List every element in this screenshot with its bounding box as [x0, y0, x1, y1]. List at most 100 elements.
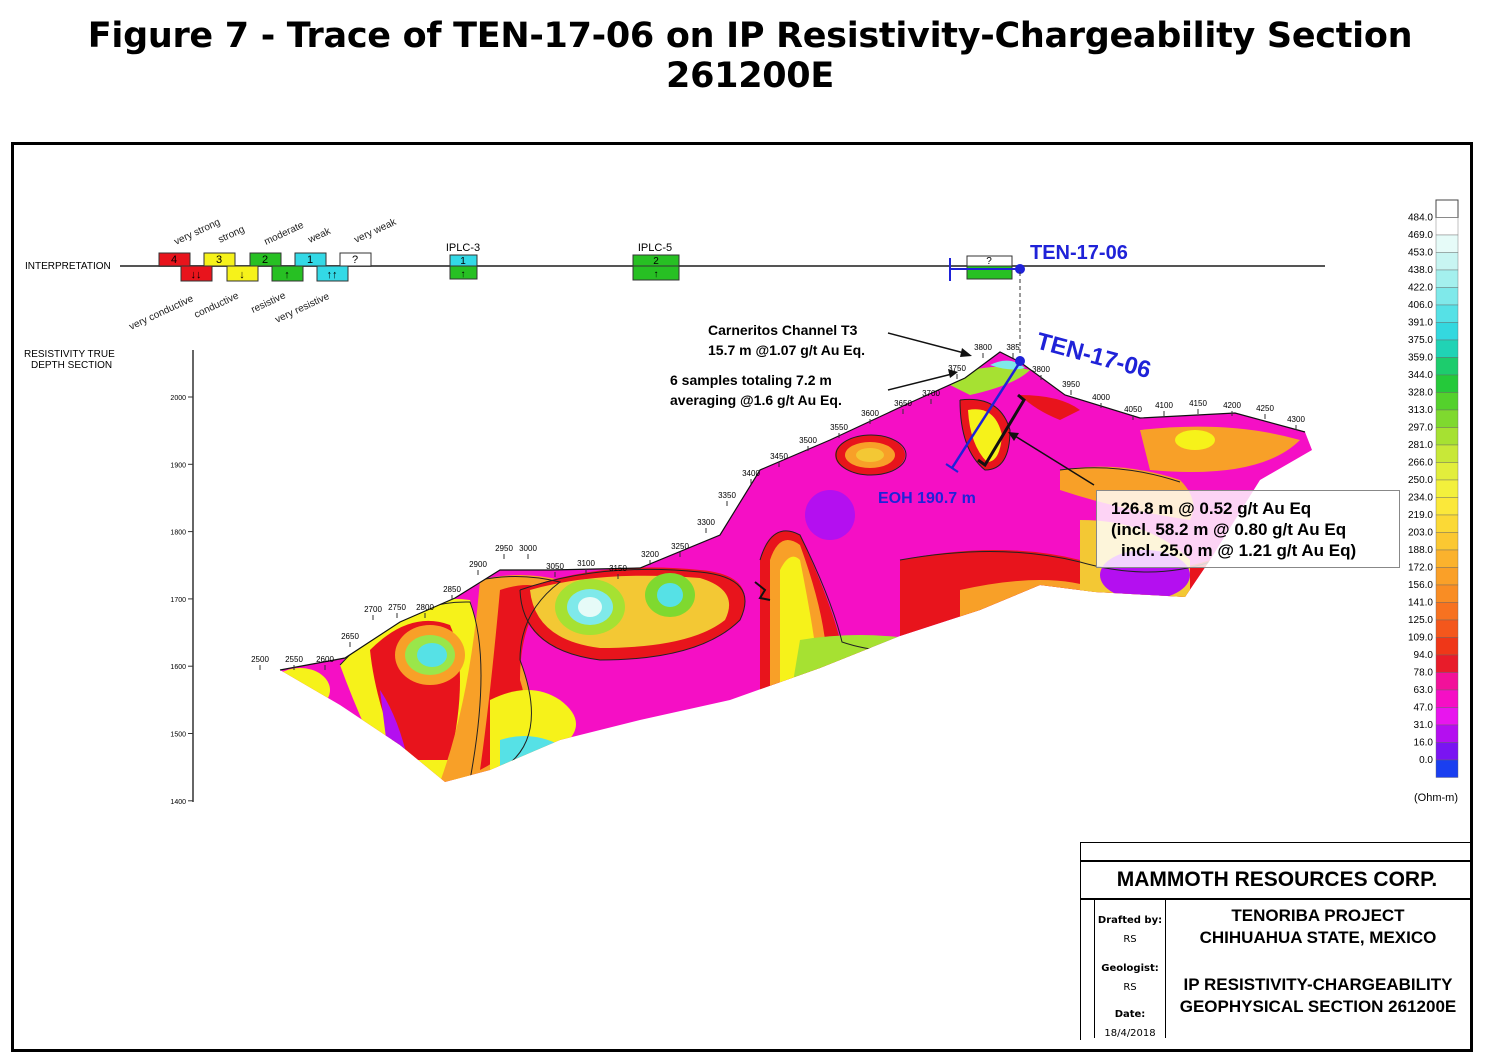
station-label: 2500 — [251, 655, 269, 664]
station-label: 4200 — [1223, 401, 1241, 410]
station-label: 3050 — [546, 562, 564, 571]
legend-num-1: 1 — [307, 254, 313, 266]
color-scale-label: 188.0 — [1408, 545, 1433, 556]
intercept-callout: 126.8 m @ 0.52 g/t Au Eq (incl. 58.2 m @… — [1096, 490, 1400, 568]
station-label: 2750 — [388, 603, 406, 612]
station-label: 2650 — [341, 632, 359, 641]
geologist-label: Geologist: — [1101, 963, 1159, 974]
color-scale-swatch — [1435, 339, 1459, 358]
station-label: 2550 — [285, 655, 303, 664]
iplc-5-label: IPLC-5 — [638, 242, 672, 254]
station-label: 3150 — [609, 564, 627, 573]
color-scale-swatch — [1435, 497, 1459, 516]
unknown-marker: ? — [949, 255, 1020, 281]
color-scale-swatch — [1435, 619, 1459, 638]
station-label: 3000 — [519, 544, 537, 553]
station-label: 3650 — [894, 399, 912, 408]
station-label: 4150 — [1189, 399, 1207, 408]
station-label: 3100 — [577, 559, 595, 568]
color-scale-label: 141.0 — [1408, 598, 1433, 609]
legend-arrow-2: ↑ — [284, 269, 290, 281]
legend-arrow-box-4 — [180, 265, 213, 282]
legend-arrow-box-2 — [271, 265, 304, 282]
color-scale-label: 469.0 — [1408, 230, 1433, 241]
color-scale-label: 391.0 — [1408, 318, 1433, 329]
color-scale-label: 203.0 — [1408, 528, 1433, 539]
color-scale-swatch — [1435, 462, 1459, 481]
legend-arrow-box-1 — [316, 265, 349, 282]
color-scale-swatch — [1435, 287, 1459, 306]
legend-conductive: conductive — [193, 290, 241, 320]
color-scale-label: 63.0 — [1414, 685, 1434, 696]
title-block-left-margin — [1080, 896, 1095, 1040]
color-scale-label: 0.0 — [1419, 755, 1433, 766]
color-scale-swatch — [1435, 654, 1459, 673]
color-scale-swatch — [1435, 707, 1459, 726]
color-scale-label: 438.0 — [1408, 265, 1433, 276]
color-scale-label: 344.0 — [1408, 370, 1433, 381]
geologist-value: RS — [1123, 982, 1137, 993]
color-scale-swatch — [1435, 304, 1459, 323]
station-label: 3750 — [948, 364, 966, 373]
title-block-top — [1080, 842, 1473, 861]
drafted-by-label: Drafted by: — [1097, 915, 1163, 926]
intercept-bracket — [977, 393, 1026, 468]
station-label: 4250 — [1256, 404, 1274, 413]
small-bracket — [754, 581, 771, 601]
intercept-leader — [1014, 435, 1095, 486]
color-scale-label: 359.0 — [1408, 353, 1433, 364]
collar-marker-top — [1015, 264, 1025, 274]
legend-box-1 — [294, 252, 327, 267]
color-scale-swatch — [1435, 742, 1459, 761]
color-scale-label: 297.0 — [1408, 423, 1433, 434]
station-label: 2950 — [495, 544, 513, 553]
legend-num-3: 3 — [216, 254, 222, 266]
legend-arrow-3: ↓ — [239, 269, 245, 281]
legend-very-weak: very weak — [353, 216, 399, 245]
project-line2: CHIHUAHUA STATE, MEXICO — [1199, 928, 1437, 947]
legend-very-strong: very strong — [173, 217, 222, 248]
drill-hole-eoh-tick — [945, 463, 959, 473]
depth-tick-label: 1700 — [170, 597, 186, 604]
station-label: 3800 — [974, 343, 992, 352]
color-scale-swatch — [1435, 234, 1459, 253]
section-line1: IP RESISTIVITY-CHARGEABILITY — [1183, 975, 1453, 994]
title-block-meta: Drafted by: RS Geologist: RS Date: 18/4/… — [1094, 898, 1166, 1039]
station-label: 3250 — [671, 542, 689, 551]
depth-ticks: 2000 1900 1800 1700 1600 1500 1400 — [170, 395, 193, 806]
topography-line — [279, 351, 1306, 671]
unknown-marker-text: ? — [986, 256, 992, 267]
depth-tick-label: 1900 — [170, 462, 186, 469]
color-scale-swatch — [1435, 724, 1459, 743]
depth-tick-label: 1800 — [170, 530, 186, 537]
color-scale-swatch — [1435, 269, 1459, 288]
color-scale-swatch — [1435, 602, 1459, 621]
iplc-5-num: 2 — [653, 256, 659, 267]
date-label: Date: — [1114, 1009, 1146, 1020]
iplc-5-marker: IPLC-5 2 ↑ — [632, 242, 680, 281]
color-scale-label: 281.0 — [1408, 440, 1433, 451]
channel-t3-line2: 15.7 m @1.07 g/t Au Eq. — [708, 342, 865, 358]
color-scale-swatch — [1435, 409, 1459, 428]
color-scale-label: 219.0 — [1408, 510, 1433, 521]
hole-label-top: TEN-17-06 — [1030, 242, 1128, 264]
station-label: 2850 — [443, 585, 461, 594]
station-label: 3350 — [718, 491, 736, 500]
channel-t3-leader — [887, 332, 969, 355]
color-scale-swatch — [1435, 637, 1459, 656]
color-scale-swatch — [1435, 444, 1459, 463]
iplc-5-arrow: ↑ — [654, 269, 659, 280]
color-scale-label: 109.0 — [1408, 633, 1433, 644]
station-label: 2900 — [469, 560, 487, 569]
legend-box-unknown — [339, 252, 372, 267]
interpretation-label: INTERPRETATION — [25, 261, 111, 272]
legend-arrow-box-3 — [226, 265, 259, 282]
figure-title: Figure 7 - Trace of TEN-17-06 on IP Resi… — [87, 16, 1413, 96]
color-scale-label: 31.0 — [1414, 720, 1434, 731]
color-scale-label: 156.0 — [1408, 580, 1433, 591]
station-label: 4100 — [1155, 401, 1173, 410]
project-name: TENORIBA PROJECT CHIHUAHUA STATE, MEXICO — [1166, 905, 1470, 949]
legend-box-4 — [158, 252, 191, 267]
project-line1: TENORIBA PROJECT — [1231, 906, 1405, 925]
legend-very-conductive: very conductive — [128, 293, 196, 333]
